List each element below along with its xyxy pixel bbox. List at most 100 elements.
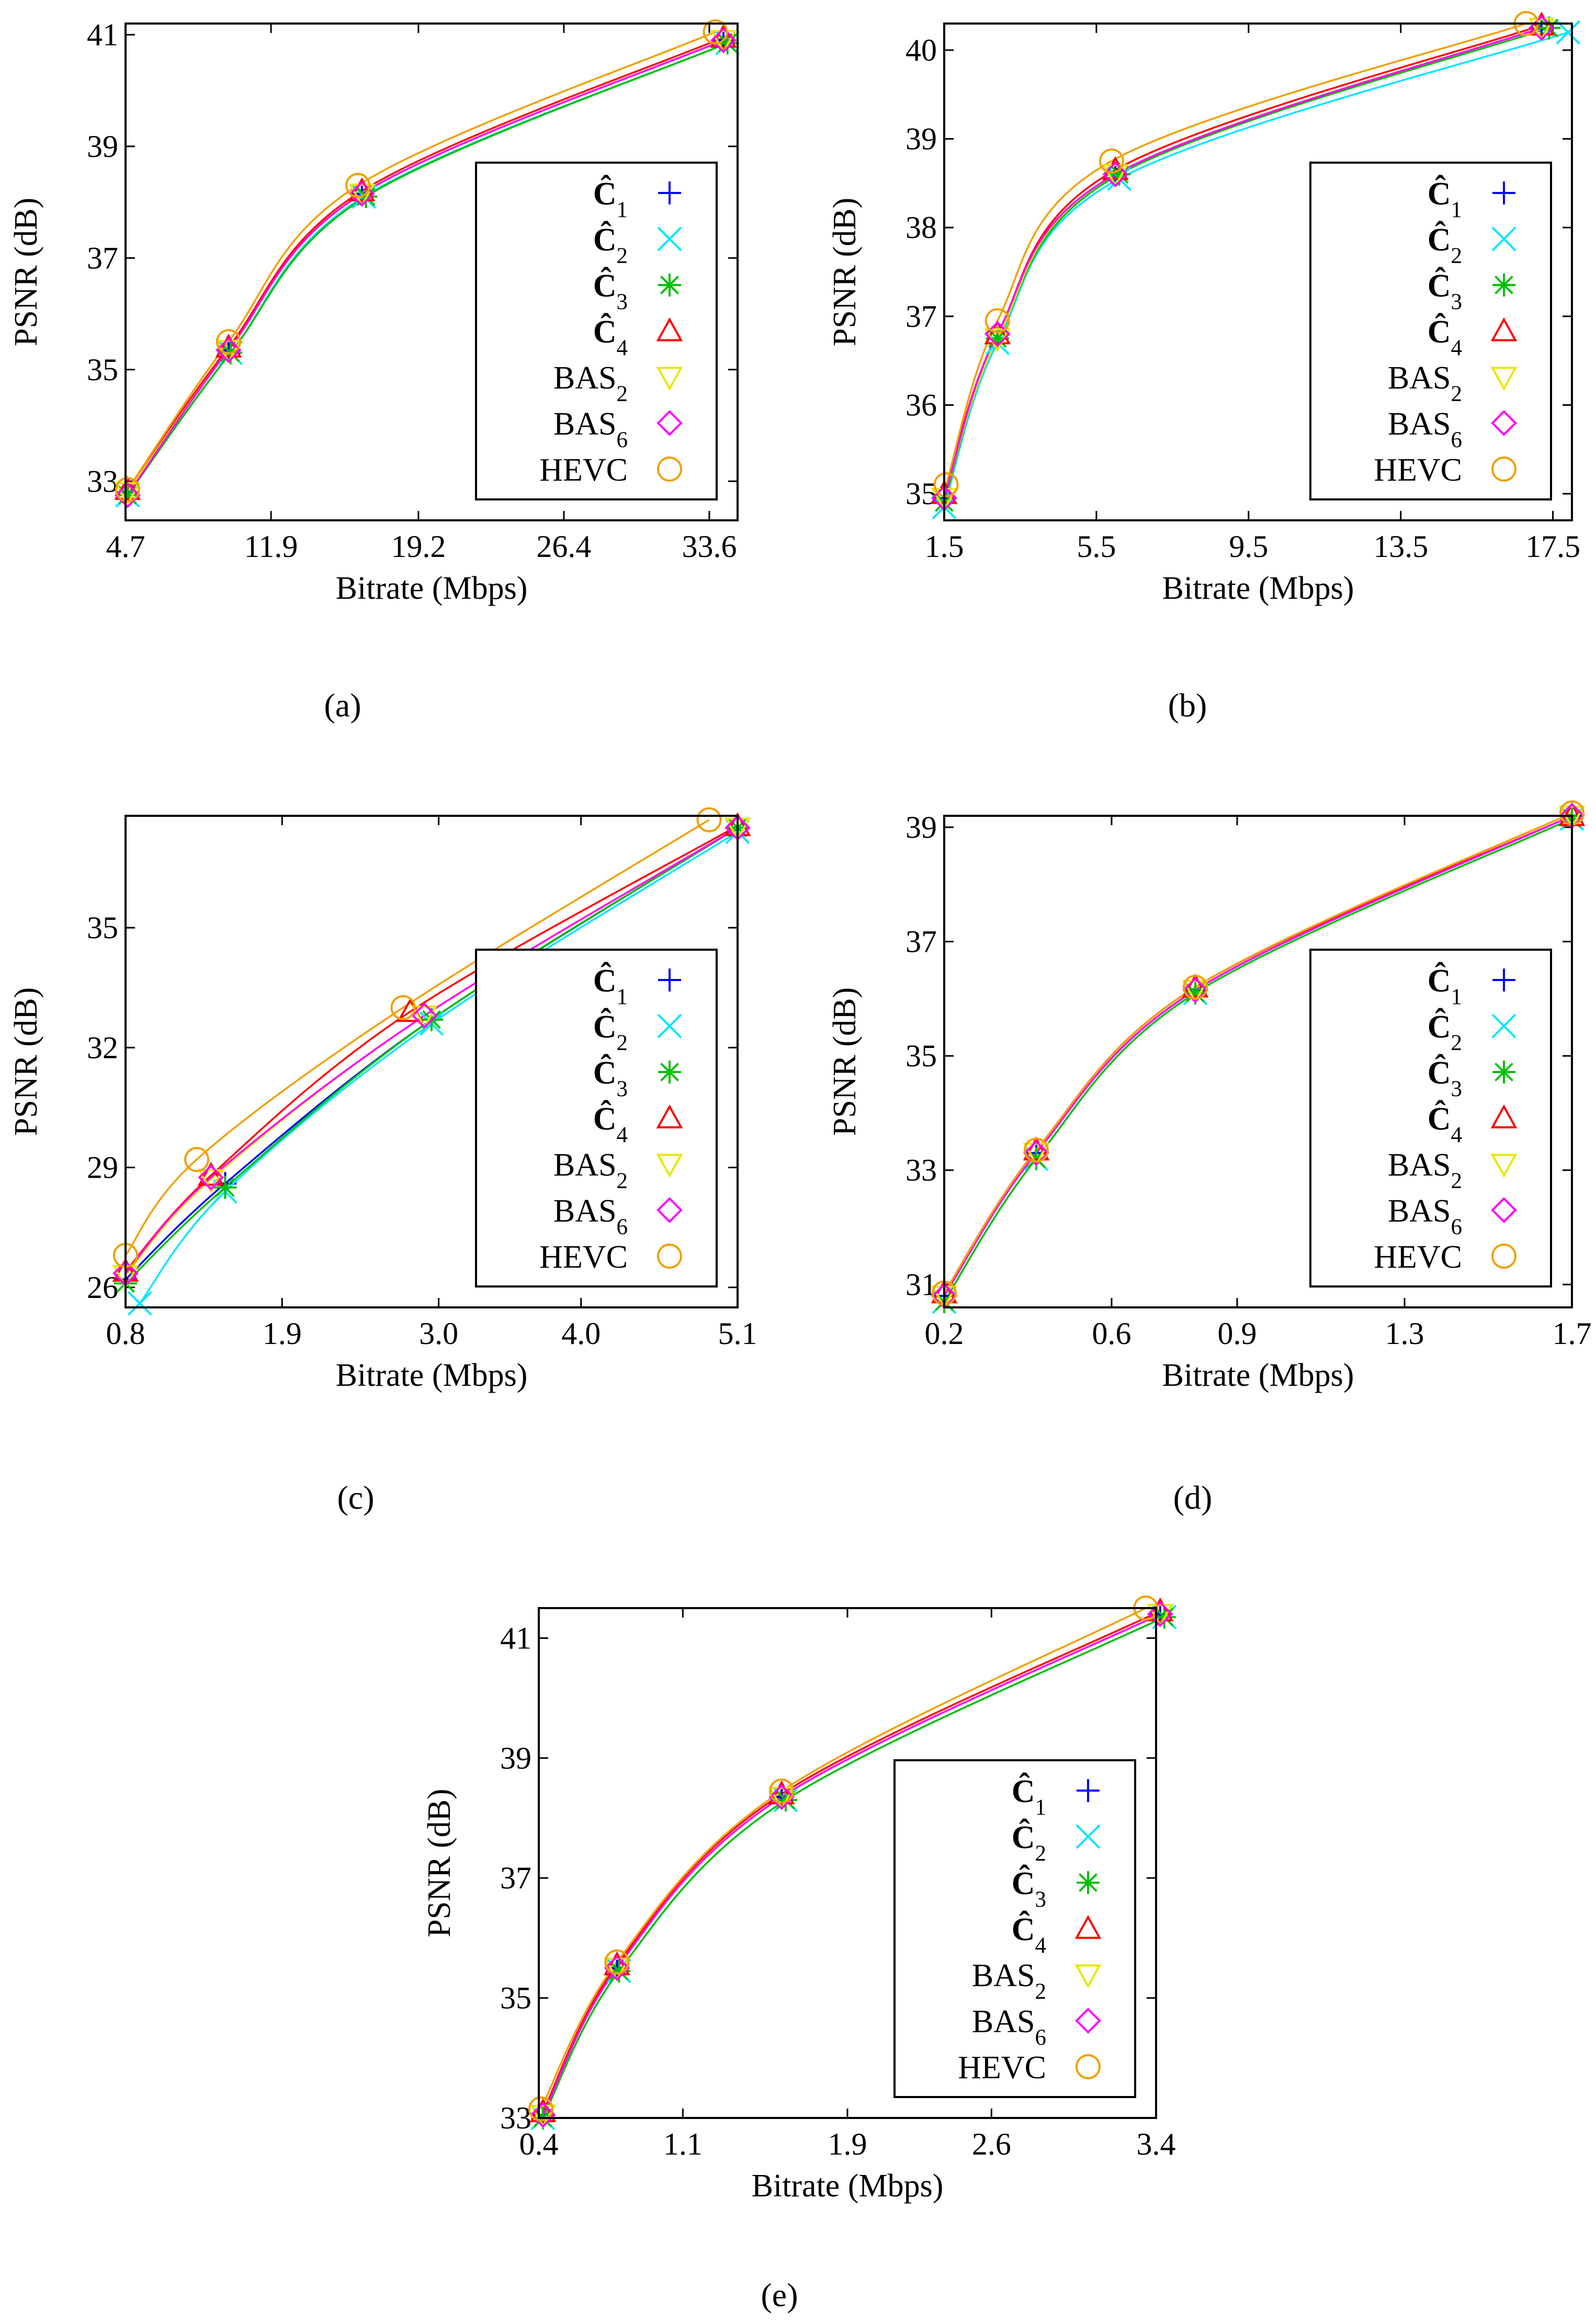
y-tick-label: 38 [905, 210, 937, 245]
data-point-HEVC [216, 329, 241, 355]
legend-marker-Ĉ1 [1492, 181, 1515, 204]
series-line-HEVC [540, 1607, 1147, 2110]
series-line-Ĉ2 [943, 31, 1569, 508]
legend-marker-Ĉ3 [658, 1061, 681, 1084]
legend-marker-Ĉ3 [658, 274, 681, 297]
legend-marker-Ĉ1 [1077, 1779, 1100, 1802]
legend-marker-BAS2 [1074, 1964, 1102, 1989]
legend-marker-HEVC [1491, 457, 1516, 482]
legend-label: Ĉ4 [1428, 1100, 1462, 1147]
data-point-Ĉ4 [1023, 1136, 1050, 1161]
data-point-Ĉ3 [116, 483, 139, 507]
series-line-BAS6 [943, 815, 1572, 1297]
legend-label: Ĉ4 [593, 313, 628, 360]
x-tick-label: 1.3 [1385, 1316, 1424, 1351]
y-tick-label: 33 [87, 464, 118, 498]
data-point-BAS2 [710, 30, 737, 54]
data-point-BAS6 [1182, 977, 1208, 1004]
x-tick-label: 5.5 [1077, 529, 1116, 564]
legend-marker-Ĉ2 [1491, 226, 1516, 252]
legend-label: Ĉ1 [1428, 962, 1462, 1009]
legend-marker-Ĉ1 [658, 181, 681, 204]
data-point-BAS2 [1023, 1143, 1050, 1167]
legend-label: Ĉ1 [1428, 175, 1462, 222]
legend-marker-BAS2 [656, 367, 683, 391]
legend-label: Ĉ1 [1012, 1773, 1046, 1820]
y-tick-label: 32 [87, 1030, 118, 1065]
y-tick-label: 35 [500, 1981, 531, 2015]
plot-area [528, 1596, 1177, 2131]
legend-marker-BAS6 [1491, 1197, 1517, 1223]
data-point-BAS6 [530, 2102, 556, 2128]
series-line-BAS6 [127, 39, 724, 496]
legend-marker-BAS6 [1491, 410, 1517, 436]
legend-marker-Ĉ4 [1074, 1915, 1102, 1939]
x-tick-label: 17.5 [1525, 529, 1580, 564]
x-tick-label: 4.7 [106, 529, 145, 564]
legend-label: Ĉ3 [1428, 267, 1462, 314]
data-point-BAS2 [348, 183, 376, 208]
data-point-Ĉ4 [984, 320, 1011, 345]
series-line-Ĉ3 [542, 1616, 1165, 2118]
panel-label: (e) [761, 2276, 798, 2314]
x-axis-label: Bitrate (Mbps) [1162, 1358, 1354, 1393]
x-tick-label: 0.9 [1218, 1316, 1257, 1351]
data-point-BAS6 [411, 1002, 438, 1029]
data-point-Ĉ3 [986, 327, 1009, 350]
legend-label: Ĉ3 [1428, 1054, 1462, 1101]
y-tick-label: 33 [905, 1153, 937, 1188]
legend-label: HEVC [539, 1239, 628, 1275]
data-point-Ĉ4 [710, 24, 737, 48]
y-tick-label: 29 [87, 1150, 118, 1185]
legend-marker-BAS6 [1075, 2008, 1101, 2034]
legend-label: Ĉ2 [593, 221, 628, 268]
data-point-HEVC [1099, 148, 1124, 174]
legend-marker-Ĉ1 [658, 969, 681, 992]
data-point-BAS6 [198, 1164, 224, 1191]
legend-marker-HEVC [1491, 1244, 1516, 1269]
y-tick-label: 41 [87, 17, 118, 52]
x-axis-label: Bitrate (Mbps) [752, 2168, 944, 2204]
data-point-Ĉ2 [1556, 20, 1581, 45]
legend-label: HEVC [539, 452, 628, 488]
y-tick-label: 35 [87, 352, 118, 387]
y-tick-label: 35 [905, 476, 937, 511]
x-tick-label: 0.2 [925, 1316, 964, 1351]
y-tick-label: 37 [87, 241, 118, 275]
data-point-BAS6 [216, 337, 242, 363]
legend-label: BAS2 [553, 360, 628, 406]
data-point-BAS2 [197, 1169, 224, 1193]
legend-label: Ĉ2 [1428, 1008, 1462, 1055]
y-axis-label: PSNR (dB) [827, 198, 863, 346]
legend-label: BAS2 [553, 1147, 628, 1193]
x-tick-label: 3.4 [1137, 2127, 1176, 2161]
legend-label: BAS2 [1388, 360, 1462, 406]
y-tick-label: 39 [905, 122, 937, 156]
data-point-HEVC [390, 995, 416, 1020]
legend-label: Ĉ4 [1428, 313, 1462, 360]
x-axis-label: Bitrate (Mbps) [336, 571, 528, 606]
data-point-Ĉ3 [1107, 163, 1131, 186]
legend-label: Ĉ3 [593, 267, 628, 314]
data-point-BAS2 [1558, 805, 1586, 830]
panel-label: (c) [337, 1479, 374, 1516]
y-axis-label: PSNR (dB) [422, 1788, 457, 1937]
data-point-BAS6 [348, 180, 375, 207]
x-tick-label: 4.0 [561, 1316, 601, 1351]
series-line-BAS6 [943, 27, 1542, 499]
x-tick-label: 26.4 [536, 529, 591, 564]
data-point-HEVC [1024, 1137, 1049, 1163]
legend-marker-Ĉ3 [1492, 1061, 1515, 1084]
legend-marker-Ĉ3 [1077, 1871, 1100, 1894]
legend-marker-HEVC [657, 457, 682, 482]
data-point-Ĉ4 [197, 1161, 224, 1186]
legend-marker-BAS2 [656, 1154, 683, 1178]
data-point-Ĉ3 [1184, 981, 1207, 1005]
series-line-HEVC [945, 22, 1527, 485]
data-point-BAS6 [710, 27, 737, 53]
data-point-BAS6 [115, 482, 141, 508]
